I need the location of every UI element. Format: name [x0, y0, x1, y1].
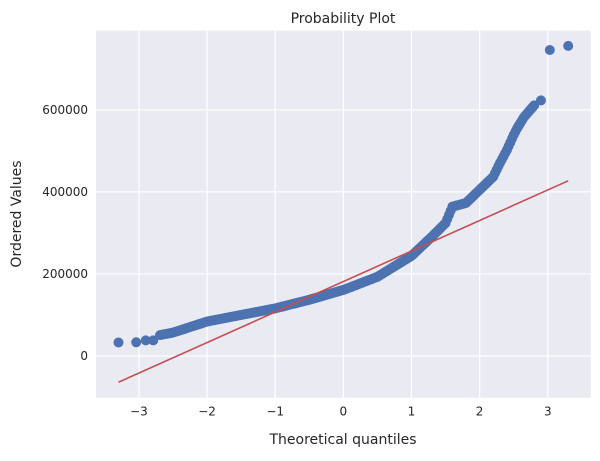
data-point	[544, 44, 555, 55]
x-tick-label: −3	[130, 405, 148, 419]
y-tick-label: 600000	[42, 103, 88, 117]
data-point	[131, 337, 142, 348]
data-point	[113, 337, 124, 348]
x-tick-label: 0	[340, 405, 348, 419]
fit-line-group	[118, 180, 569, 383]
data-point	[140, 335, 151, 346]
x-tick-label: −2	[198, 405, 216, 419]
x-axis-label: Theoretical quantiles	[268, 432, 416, 448]
y-tick-labels: 0 200000 400000 600000	[42, 103, 88, 363]
y-tick-label: 400000	[42, 185, 88, 199]
x-tick-labels: −3 −2 −1 0 1 2 3	[130, 405, 552, 419]
y-tick-label: 200000	[42, 267, 88, 281]
chart-title: Probability Plot	[291, 11, 396, 27]
x-tick-label: −1	[266, 405, 284, 419]
x-tick-label: 3	[544, 405, 552, 419]
data-point	[529, 100, 540, 111]
y-axis-label: Ordered Values	[9, 160, 25, 267]
x-tick-label: 2	[476, 405, 484, 419]
fit-line	[118, 180, 569, 383]
data-point	[563, 40, 574, 51]
data-point	[148, 335, 159, 346]
x-tick-label: 1	[408, 405, 416, 419]
y-tick-label: 0	[80, 349, 88, 363]
